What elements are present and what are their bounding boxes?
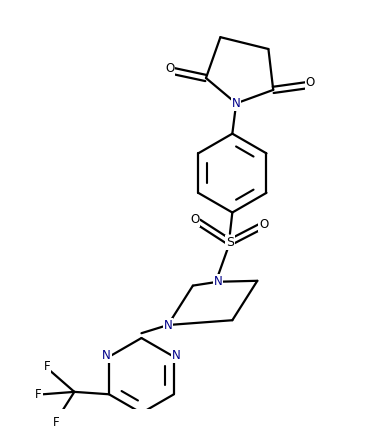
Text: O: O xyxy=(165,62,174,75)
Text: O: O xyxy=(306,76,315,89)
Text: S: S xyxy=(226,236,234,249)
Text: F: F xyxy=(35,388,42,401)
Text: N: N xyxy=(232,97,240,110)
Text: N: N xyxy=(213,275,222,288)
Text: F: F xyxy=(44,360,50,373)
Text: O: O xyxy=(259,218,268,231)
Text: O: O xyxy=(190,213,199,226)
Text: F: F xyxy=(53,416,60,426)
Text: N: N xyxy=(172,349,181,362)
Text: N: N xyxy=(102,349,111,362)
Text: N: N xyxy=(163,319,172,331)
